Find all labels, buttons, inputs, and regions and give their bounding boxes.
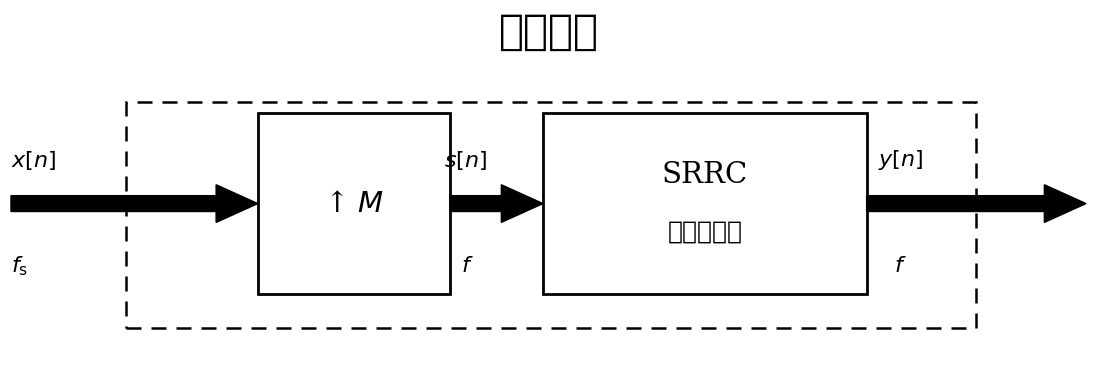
FancyArrow shape [11,185,258,222]
Text: $s[n]$: $s[n]$ [444,149,487,172]
Text: ↑ $M$: ↑ $M$ [324,190,384,218]
FancyArrow shape [867,185,1086,222]
Bar [543,113,867,294]
FancyArrow shape [450,185,543,222]
Text: $f$: $f$ [894,255,907,277]
Text: $x[n]$: $x[n]$ [11,149,56,172]
Text: $y[n]$: $y[n]$ [878,148,923,172]
Text: $f$: $f$ [461,255,474,277]
Bar [258,113,450,294]
Bar [126,102,976,328]
Text: 数字滤波器: 数字滤波器 [667,220,743,244]
Text: 成形滤波: 成形滤波 [498,11,599,53]
Text: SRRC: SRRC [661,161,748,189]
Text: $f_{\mathrm{s}}$: $f_{\mathrm{s}}$ [11,254,29,277]
